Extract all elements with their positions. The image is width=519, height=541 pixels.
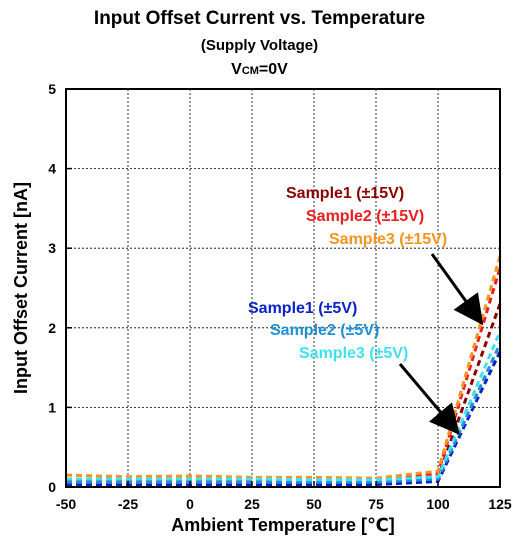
series-line-6 [66, 331, 502, 482]
y-tick-label: 4 [48, 161, 56, 177]
condition-main: V [231, 61, 242, 78]
x-tick-label: 100 [426, 496, 450, 512]
y-tick-label: 2 [48, 320, 56, 336]
x-tick-label: 75 [368, 496, 384, 512]
legend-label-5: Sample2 (±5V) [270, 322, 379, 339]
legend-label-6: Sample3 (±5V) [299, 345, 408, 362]
chart-condition: VCM=0V [0, 61, 519, 79]
condition-subscript: CM [241, 65, 259, 77]
y-tick-label: 3 [48, 240, 56, 256]
x-tick-label: 0 [186, 496, 194, 512]
arrow-5v [398, 363, 460, 435]
y-axis-label: Input Offset Current [nA] [11, 182, 31, 394]
y-tick-label: 1 [48, 399, 56, 415]
x-tick-label: -25 [118, 496, 138, 512]
legend-label-4: Sample1 (±5V) [248, 300, 357, 317]
chart-title: Input Offset Current vs. Temperature [93, 8, 426, 29]
y-tick-label: 0 [48, 479, 56, 495]
series-line-4 [66, 351, 502, 487]
condition-value: =0V [258, 61, 288, 78]
x-axis-label: Ambient Temperature [℃] [171, 515, 395, 535]
x-tick-label: 50 [306, 496, 322, 512]
legend-label-2: Sample2 (±15V) [306, 208, 424, 225]
series-line-5 [66, 343, 502, 484]
x-tick-label: 25 [244, 496, 260, 512]
legend-label-1: Sample1 (±15V) [286, 185, 404, 202]
y-tick-label: 5 [48, 81, 56, 97]
legend-label-3: Sample3 (±15V) [329, 231, 447, 248]
x-tick-label: -50 [56, 496, 76, 512]
chart-subtitle: (Supply Voltage) [200, 37, 319, 54]
x-tick-label: 125 [488, 496, 512, 512]
arrow-15v [430, 253, 484, 326]
series-line-3 [65, 255, 502, 480]
plot-frame [65, 88, 501, 488]
